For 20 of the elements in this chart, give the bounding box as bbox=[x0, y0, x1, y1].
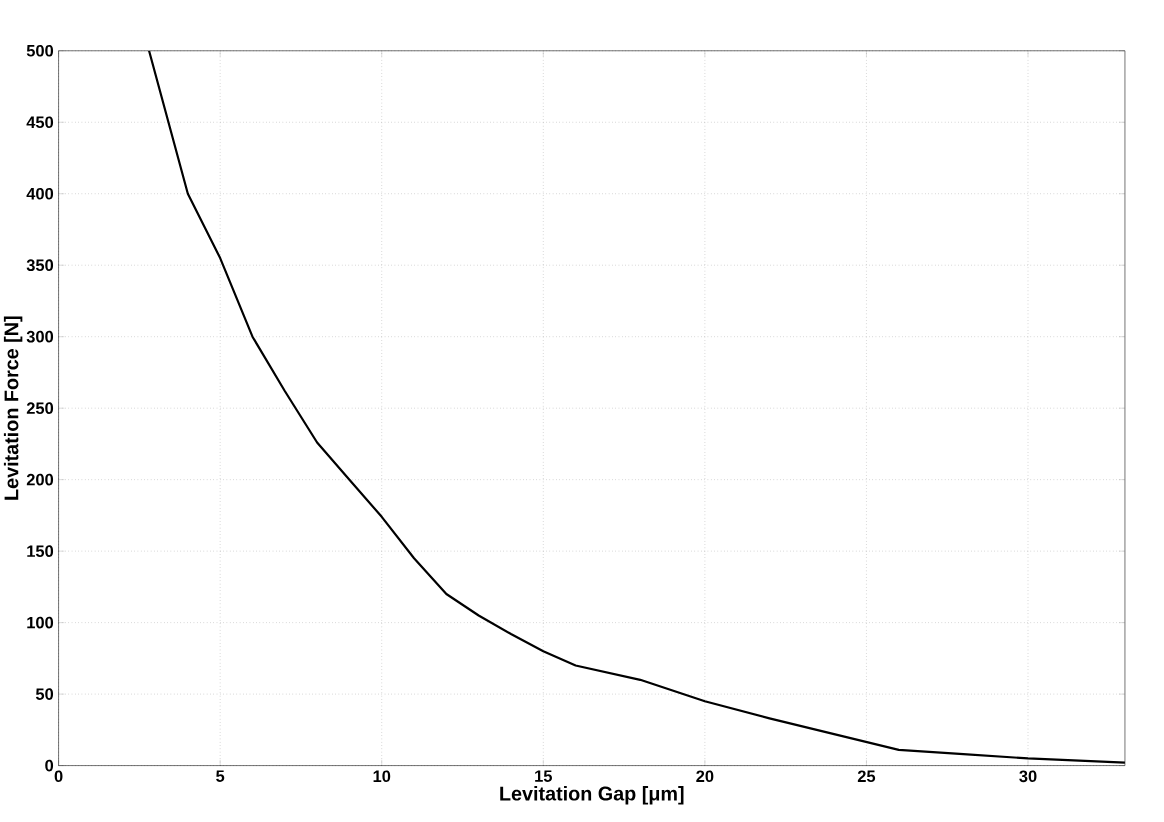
y-tick-label: 0 bbox=[45, 759, 54, 772]
y-tick-label: 100 bbox=[27, 616, 54, 629]
x-tick-label: 10 bbox=[373, 770, 391, 782]
y-tick-label: 500 bbox=[26, 44, 54, 57]
x-tick-label: 20 bbox=[696, 770, 714, 782]
y-tick-label: 250 bbox=[26, 402, 54, 414]
y-tick-label: 350 bbox=[26, 259, 54, 271]
y-tick-label: 450 bbox=[26, 116, 54, 128]
x-tick-label: 0 bbox=[54, 770, 63, 782]
x-axis-title: Levitation Gap [μm] bbox=[500, 785, 684, 805]
y-axis-title: Levitation Force [N] bbox=[3, 316, 23, 500]
x-tick-label: 5 bbox=[216, 770, 225, 782]
x-tick-label: 25 bbox=[857, 770, 876, 782]
y-tick-label: 50 bbox=[35, 688, 54, 700]
y-tick-label: 150 bbox=[27, 545, 54, 557]
x-tick-label: 15 bbox=[535, 770, 552, 782]
y-tick-label: 200 bbox=[26, 473, 54, 486]
x-tick-label: 30 bbox=[1019, 770, 1037, 783]
y-tick-label: 300 bbox=[26, 330, 54, 343]
y-tick-label: 400 bbox=[26, 187, 54, 200]
